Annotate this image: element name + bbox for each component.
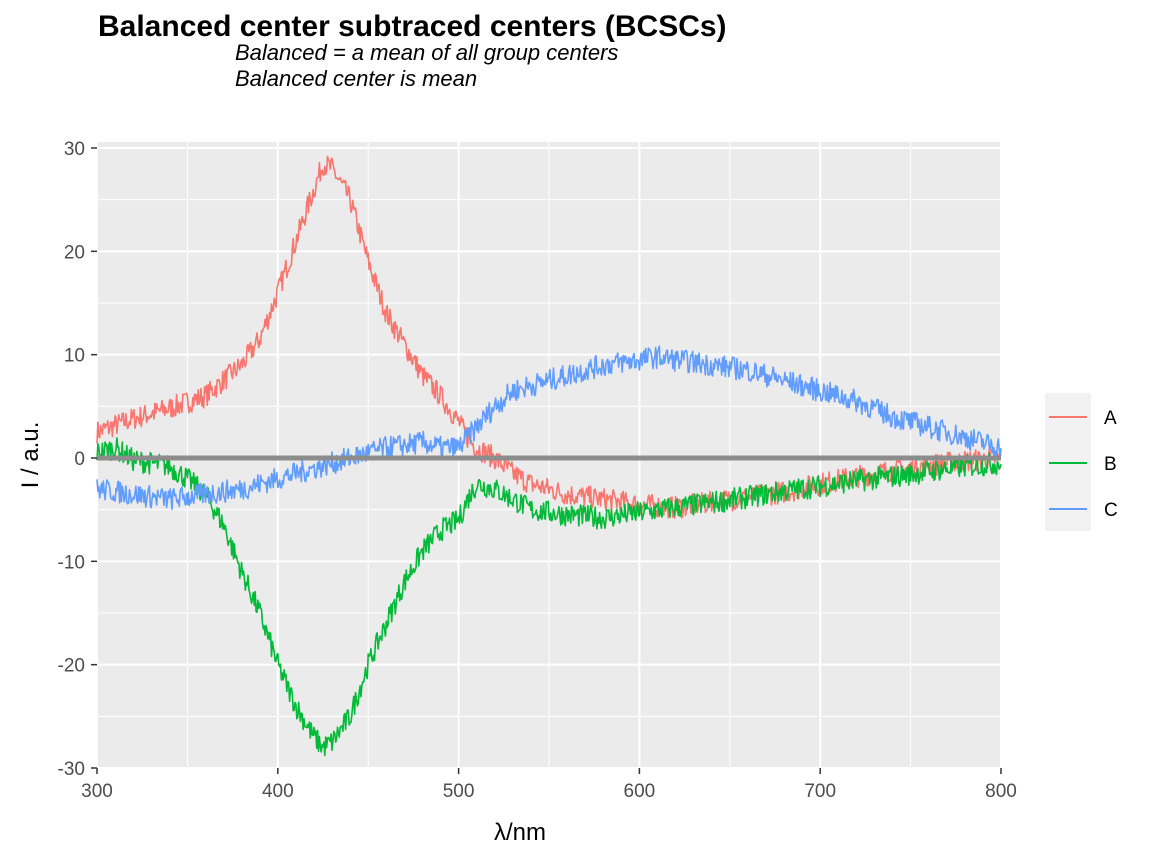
y-axis-title: I / a.u.	[17, 422, 44, 489]
chart-subtitle-line-1: Balanced = a mean of all group centers	[235, 40, 619, 65]
x-tick-label: 300	[81, 781, 113, 802]
x-axis-title: λ/nm	[494, 819, 546, 846]
legend-label-b: B	[1104, 454, 1117, 475]
legend-label-a: A	[1104, 408, 1117, 429]
y-tick-label: -10	[58, 552, 85, 573]
series-line-b	[96, 437, 1002, 757]
x-axis: 300 400 500 600 700 800	[81, 768, 1017, 802]
x-tick-label: 400	[262, 781, 294, 802]
x-tick-label: 800	[985, 781, 1017, 802]
series-layer	[96, 155, 1002, 757]
y-axis: -30 -20 -10 0 10 20 30	[58, 139, 97, 780]
series-line-a	[96, 155, 1002, 519]
y-tick-label: 20	[64, 242, 85, 263]
x-tick-label: 600	[624, 781, 656, 802]
x-tick-label: 500	[443, 781, 475, 802]
series-line-c	[96, 345, 1002, 511]
y-tick-label: 30	[64, 139, 85, 160]
chart-title: Balanced center subtraced centers (BCSCs…	[98, 10, 727, 43]
y-tick-label: 0	[74, 449, 85, 470]
legend-label-c: C	[1104, 500, 1118, 521]
chart-subtitle-line-2: Balanced center is mean	[235, 66, 478, 91]
y-tick-label: -30	[58, 759, 85, 780]
x-tick-label: 700	[804, 781, 836, 802]
y-tick-label: -20	[58, 656, 85, 677]
y-tick-label: 10	[64, 346, 85, 367]
legend: A B C	[1045, 393, 1118, 531]
